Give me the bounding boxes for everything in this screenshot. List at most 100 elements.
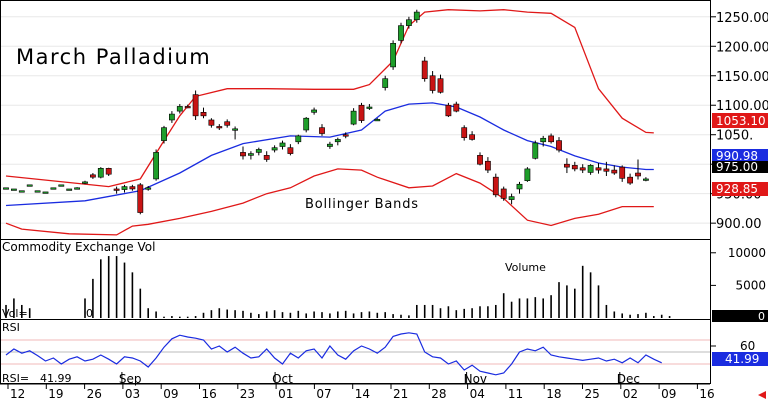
scroll-arrow-icon[interactable] bbox=[758, 391, 766, 399]
candle-body-up bbox=[161, 127, 167, 141]
candle-body-up bbox=[508, 196, 515, 200]
candle-body-up bbox=[516, 183, 523, 190]
candle bbox=[42, 191, 49, 194]
candle bbox=[516, 181, 523, 194]
candle bbox=[11, 188, 17, 191]
candle bbox=[121, 184, 128, 193]
candle bbox=[319, 124, 325, 136]
candle-body-down bbox=[192, 94, 199, 117]
middle-bollinger-band bbox=[5, 102, 654, 207]
candle bbox=[129, 184, 136, 191]
candle bbox=[366, 104, 373, 110]
candle-body-down bbox=[484, 160, 491, 171]
volume-annotation: Volume bbox=[505, 261, 546, 274]
candle bbox=[263, 151, 270, 162]
price-tick-label: 900.00 bbox=[716, 217, 762, 232]
month-label: Oct bbox=[272, 372, 293, 386]
candle-body-down bbox=[287, 147, 294, 154]
candle-body-up bbox=[532, 142, 539, 159]
date-tick-label: 19 bbox=[48, 387, 63, 400]
candle-body-down bbox=[342, 134, 349, 137]
candle bbox=[105, 167, 112, 176]
rsi-current-flag: 41.99 bbox=[712, 352, 768, 366]
candle-body-up bbox=[271, 147, 278, 151]
candle bbox=[461, 125, 468, 141]
rsi-axis: 60 bbox=[710, 339, 755, 353]
candle-body-up bbox=[366, 106, 373, 109]
candle-body-down bbox=[603, 168, 610, 172]
candle-body-up bbox=[413, 11, 420, 21]
volume-readout: Vol= 0 bbox=[2, 307, 93, 320]
candle-body-down bbox=[200, 112, 207, 117]
price-tick-label: 1050. bbox=[716, 129, 753, 144]
candle-body-down bbox=[184, 106, 191, 109]
candle bbox=[571, 161, 578, 172]
candle bbox=[398, 22, 404, 44]
candle bbox=[82, 180, 88, 185]
month-label: Sep bbox=[119, 372, 142, 386]
candle bbox=[26, 184, 33, 187]
date-tick-label: 25 bbox=[585, 387, 600, 400]
candle-body-down bbox=[619, 166, 626, 179]
candle bbox=[50, 187, 57, 190]
date-tick-label: 26 bbox=[87, 387, 102, 400]
lower-bollinger-band bbox=[5, 168, 654, 236]
date-tick-label: 23 bbox=[240, 387, 255, 400]
candle-body-up bbox=[232, 128, 238, 131]
middle-band-flag: 990.98 bbox=[712, 149, 768, 163]
bollinger-annotation: Bollinger Bands bbox=[305, 197, 419, 212]
candle-body-up bbox=[390, 43, 396, 68]
candle bbox=[540, 135, 547, 147]
candle-body-up bbox=[3, 187, 9, 190]
rsi-current-flag-value: 41.99 bbox=[725, 352, 759, 366]
candle-body-down bbox=[319, 127, 325, 134]
candle-body-down bbox=[437, 78, 444, 93]
rsi-readout: RSI= 41.99 bbox=[2, 372, 72, 385]
candle-body-up bbox=[540, 137, 547, 143]
candle-body-down bbox=[137, 184, 144, 213]
candle-body-up bbox=[524, 168, 531, 182]
candle bbox=[137, 183, 144, 215]
candle-body-up bbox=[42, 191, 49, 194]
date-tick-label: 09 bbox=[661, 387, 676, 400]
date-tick-label: 02 bbox=[623, 387, 638, 400]
candle bbox=[563, 158, 570, 174]
date-tick-label: 28 bbox=[431, 387, 446, 400]
candle bbox=[595, 163, 602, 174]
candle bbox=[240, 146, 246, 160]
candle bbox=[350, 108, 357, 126]
candle bbox=[556, 137, 562, 153]
candle-body-up bbox=[50, 187, 57, 190]
candle bbox=[358, 102, 365, 123]
price-tick-label: 1200.00 bbox=[716, 40, 768, 55]
candle-body-down bbox=[105, 168, 112, 175]
candle-body-up bbox=[153, 152, 159, 180]
candle bbox=[437, 74, 444, 94]
month-label: Nov bbox=[464, 372, 487, 386]
candle bbox=[90, 173, 96, 179]
candle bbox=[603, 161, 610, 176]
candle bbox=[390, 40, 396, 70]
candle-body-up bbox=[279, 142, 286, 147]
candle-body-up bbox=[18, 190, 25, 193]
volume-bars bbox=[5, 256, 671, 318]
volume-tick-label: 10000 bbox=[728, 246, 766, 260]
candle bbox=[477, 152, 483, 166]
rsi-panel-label: RSI bbox=[2, 321, 20, 334]
candle bbox=[161, 125, 167, 144]
candle bbox=[18, 190, 25, 193]
candle bbox=[524, 167, 531, 182]
candle-body-down bbox=[477, 155, 483, 165]
candle bbox=[548, 133, 554, 144]
date-tick-label: 09 bbox=[163, 387, 178, 400]
candle-body-down bbox=[492, 176, 499, 196]
candle bbox=[279, 140, 286, 150]
candle bbox=[484, 157, 491, 174]
candle bbox=[421, 56, 428, 82]
candle-body-down bbox=[548, 135, 554, 143]
candle bbox=[169, 111, 175, 123]
volume-current-flag: 0 bbox=[712, 310, 768, 323]
upper-bollinger-band bbox=[5, 9, 654, 188]
candle bbox=[145, 186, 152, 191]
